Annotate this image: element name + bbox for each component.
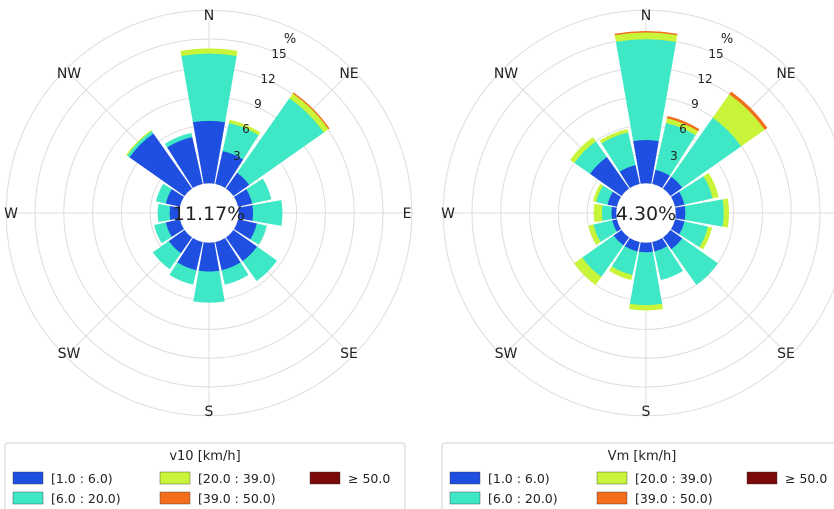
direction-label-W: W — [4, 206, 18, 222]
radial-unit-label: % — [721, 32, 733, 47]
direction-label-NW: NW — [494, 66, 518, 82]
bar-SSE-bin-2 — [221, 262, 249, 285]
bar-SE-bin-2 — [671, 238, 719, 286]
legend-label: [39.0 : 50.0) — [198, 491, 276, 506]
radial-tick-label: 15 — [708, 47, 723, 61]
bar-E-bin-3 — [722, 198, 730, 228]
legend-label: [39.0 : 50.0) — [635, 491, 713, 506]
bar-W-bin-2 — [601, 205, 613, 221]
legend-swatch — [12, 491, 44, 505]
bar-SSE-bin-2 — [654, 246, 683, 281]
bar-SE-bin-2 — [242, 246, 278, 282]
direction-label-NE: NE — [339, 66, 358, 82]
bar-E-bin-2 — [684, 199, 725, 227]
direction-label-SE: SE — [777, 346, 795, 362]
bar-NNW-bin-3 — [599, 129, 629, 144]
radial-tick-label: 6 — [242, 122, 250, 136]
legend-swatch — [746, 471, 778, 485]
windrose-panel-1: 11.17% 369 12 15% N NE E SE S SW W NW — [4, 8, 414, 420]
bar-NW-bin-3 — [570, 137, 596, 163]
legend-label: [6.0 : 20.0) — [488, 491, 558, 506]
legend-swatch — [12, 471, 44, 485]
calm-circle — [617, 184, 675, 242]
legend-label: [20.0 : 39.0) — [635, 471, 713, 486]
calm-circle — [180, 184, 238, 242]
bar-S-bin-2 — [193, 270, 225, 303]
bar-S-bin-3 — [628, 303, 664, 311]
legend-swatch — [449, 471, 481, 485]
bar-NW-bin-3 — [125, 129, 152, 156]
bar-NNE-bin-3 — [228, 119, 261, 136]
direction-label-NW: NW — [57, 66, 81, 82]
direction-label-N: N — [204, 8, 214, 24]
direction-label-N: N — [641, 8, 651, 24]
bar-E-bin-2 — [252, 200, 283, 226]
direction-label-SW: SW — [58, 346, 81, 362]
direction-label-SE: SE — [340, 346, 358, 362]
calm-percentage: 4.30% — [616, 203, 676, 225]
legend-frame — [4, 442, 406, 509]
bar-NE-bin-4 — [292, 92, 330, 130]
legend-swatch — [449, 491, 481, 505]
bar-ESE-bin-3 — [699, 226, 713, 250]
legend-label: [1.0 : 6.0) — [488, 471, 550, 486]
bar-S-bin-1 — [198, 242, 220, 273]
legend-label: ≥ 50.0 — [348, 471, 390, 486]
radial-tick-label: 6 — [679, 122, 687, 136]
radial-tick-label: 9 — [691, 97, 699, 111]
bar-WSW-bin-2 — [154, 222, 172, 244]
bar-W-bin-2 — [157, 203, 171, 223]
legend-label: ≥ 50.0 — [785, 471, 827, 486]
radial-tick-label: 3 — [670, 149, 678, 163]
bar-N-bin-4 — [614, 31, 678, 36]
direction-label-S: S — [205, 404, 214, 420]
radial-tick-label: 3 — [233, 149, 241, 163]
bar-SW-bin-3 — [573, 257, 602, 286]
bar-SW-bin-2 — [152, 240, 182, 270]
bar-WNW-bin-2 — [156, 183, 172, 204]
bar-W-bin-3 — [593, 203, 603, 223]
bar-NNE-bin-4 — [666, 115, 700, 132]
legend-frame — [441, 442, 834, 509]
bar-WNW-bin-3 — [593, 183, 604, 203]
legend-title: v10 [km/h] — [169, 449, 240, 464]
bar-NNW-bin-2 — [164, 132, 193, 148]
legend-swatch — [596, 471, 628, 485]
legend-swatch — [159, 491, 191, 505]
bar-ESE-bin-2 — [250, 223, 267, 245]
radial-tick-label: 15 — [271, 47, 286, 61]
bar-WSW-bin-3 — [588, 224, 601, 245]
direction-label-E: E — [403, 206, 412, 222]
legend-label: [20.0 : 39.0) — [198, 471, 276, 486]
radial-tick-label: 12 — [260, 72, 275, 86]
windrose-panel-2: 4.30% 369 12 15% N NE SE S SW W NW — [441, 8, 834, 420]
bar-ENE-bin-2 — [246, 178, 272, 204]
bar-N-bin-2 — [181, 53, 237, 123]
bar-N-bin-3 — [180, 48, 238, 57]
legend-title: Vm [km/h] — [608, 449, 677, 464]
legend-swatch — [309, 471, 341, 485]
direction-label-SW: SW — [495, 346, 518, 362]
bar-S-bin-1 — [638, 242, 654, 253]
direction-label-W: W — [441, 206, 455, 222]
direction-label-S: S — [642, 404, 651, 420]
direction-label-NE: NE — [776, 66, 795, 82]
bar-SSW-bin-3 — [609, 266, 633, 281]
legend: v10 [km/h] [1.0 : 6.0) [6.0 : 20.0) [20.0 :… — [4, 442, 406, 509]
radial-tick-label: 9 — [254, 97, 262, 111]
bar-NE-bin-4 — [729, 91, 768, 130]
radial-unit-label: % — [284, 32, 296, 47]
bar-SSW-bin-2 — [169, 262, 197, 285]
legend-label: [1.0 : 6.0) — [51, 471, 113, 486]
legend-label: [6.0 : 20.0) — [51, 491, 121, 506]
bar-E-bin-1 — [675, 205, 686, 221]
radial-tick-label: 12 — [697, 72, 712, 86]
calm-percentage: 11.17% — [173, 203, 245, 225]
legend-swatch — [159, 471, 191, 485]
legend: Vm [km/h] [1.0 : 6.0) [6.0 : 20.0) [20.0 : … — [441, 442, 834, 509]
bar-ENE-bin-3 — [703, 172, 719, 199]
legend-swatch — [596, 491, 628, 505]
